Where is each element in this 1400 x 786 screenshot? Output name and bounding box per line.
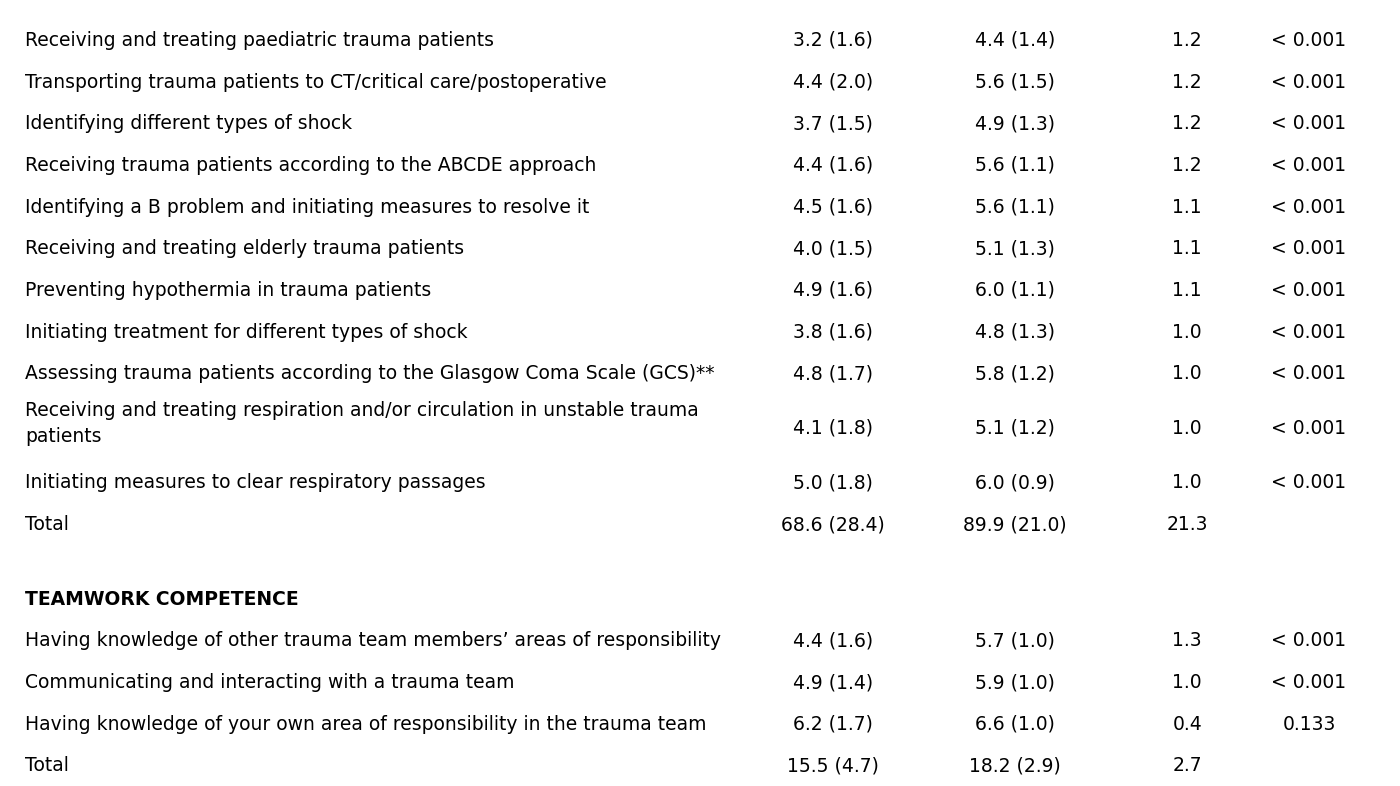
Text: < 0.001: < 0.001 — [1271, 31, 1347, 50]
Text: < 0.001: < 0.001 — [1271, 419, 1347, 438]
Text: 5.9 (1.0): 5.9 (1.0) — [974, 673, 1056, 692]
Text: 1.2: 1.2 — [1172, 72, 1203, 92]
Text: 15.5 (4.7): 15.5 (4.7) — [787, 756, 879, 776]
Text: < 0.001: < 0.001 — [1271, 156, 1347, 175]
Text: 0.4: 0.4 — [1172, 714, 1203, 734]
Text: 68.6 (28.4): 68.6 (28.4) — [781, 515, 885, 534]
Text: 5.6 (1.1): 5.6 (1.1) — [974, 197, 1056, 217]
Text: Communicating and interacting with a trauma team: Communicating and interacting with a tra… — [25, 673, 515, 692]
Text: Total: Total — [25, 756, 69, 776]
Text: Receiving trauma patients according to the ABCDE approach: Receiving trauma patients according to t… — [25, 156, 596, 175]
Text: 5.6 (1.5): 5.6 (1.5) — [974, 72, 1056, 92]
Text: 5.1 (1.3): 5.1 (1.3) — [974, 239, 1056, 259]
Text: Having knowledge of your own area of responsibility in the trauma team: Having knowledge of your own area of res… — [25, 714, 707, 734]
Text: Initiating treatment for different types of shock: Initiating treatment for different types… — [25, 322, 468, 342]
Text: 4.4 (1.6): 4.4 (1.6) — [792, 156, 874, 175]
Text: 21.3: 21.3 — [1166, 515, 1208, 534]
Text: Assessing trauma patients according to the Glasgow Coma Scale (GCS)**: Assessing trauma patients according to t… — [25, 364, 715, 384]
Text: 5.1 (1.2): 5.1 (1.2) — [974, 419, 1056, 438]
Text: 1.0: 1.0 — [1172, 419, 1203, 438]
Text: 6.2 (1.7): 6.2 (1.7) — [792, 714, 874, 734]
Text: Having knowledge of other trauma team members’ areas of responsibility: Having knowledge of other trauma team me… — [25, 631, 721, 651]
Text: 4.4 (2.0): 4.4 (2.0) — [792, 72, 874, 92]
Text: < 0.001: < 0.001 — [1271, 473, 1347, 493]
Text: 4.8 (1.7): 4.8 (1.7) — [792, 364, 874, 384]
Text: 5.0 (1.8): 5.0 (1.8) — [792, 473, 874, 493]
Text: < 0.001: < 0.001 — [1271, 72, 1347, 92]
Text: 3.8 (1.6): 3.8 (1.6) — [792, 322, 874, 342]
Text: 1.1: 1.1 — [1172, 281, 1203, 300]
Text: < 0.001: < 0.001 — [1271, 364, 1347, 384]
Text: Identifying different types of shock: Identifying different types of shock — [25, 114, 353, 134]
Text: < 0.001: < 0.001 — [1271, 673, 1347, 692]
Text: Identifying a B problem and initiating measures to resolve it: Identifying a B problem and initiating m… — [25, 197, 589, 217]
Text: 1.0: 1.0 — [1172, 673, 1203, 692]
Text: 6.0 (1.1): 6.0 (1.1) — [974, 281, 1056, 300]
Text: < 0.001: < 0.001 — [1271, 197, 1347, 217]
Text: 5.7 (1.0): 5.7 (1.0) — [974, 631, 1056, 651]
Text: 4.9 (1.6): 4.9 (1.6) — [792, 281, 874, 300]
Text: 4.4 (1.4): 4.4 (1.4) — [974, 31, 1056, 50]
Text: 4.1 (1.8): 4.1 (1.8) — [792, 419, 874, 438]
Text: Preventing hypothermia in trauma patients: Preventing hypothermia in trauma patient… — [25, 281, 431, 300]
Text: TEAMWORK COMPETENCE: TEAMWORK COMPETENCE — [25, 590, 298, 609]
Text: Receiving and treating paediatric trauma patients: Receiving and treating paediatric trauma… — [25, 31, 494, 50]
Text: 5.8 (1.2): 5.8 (1.2) — [974, 364, 1056, 384]
Text: 18.2 (2.9): 18.2 (2.9) — [969, 756, 1061, 776]
Text: < 0.001: < 0.001 — [1271, 114, 1347, 134]
Text: 1.1: 1.1 — [1172, 197, 1203, 217]
Text: 1.3: 1.3 — [1172, 631, 1203, 651]
Text: 3.7 (1.5): 3.7 (1.5) — [792, 114, 874, 134]
Text: 3.2 (1.6): 3.2 (1.6) — [792, 31, 874, 50]
Text: Initiating measures to clear respiratory passages: Initiating measures to clear respiratory… — [25, 473, 486, 493]
Text: 1.0: 1.0 — [1172, 364, 1203, 384]
Text: < 0.001: < 0.001 — [1271, 631, 1347, 651]
Text: patients: patients — [25, 427, 102, 446]
Text: < 0.001: < 0.001 — [1271, 281, 1347, 300]
Text: 2.7: 2.7 — [1172, 756, 1203, 776]
Text: 4.9 (1.4): 4.9 (1.4) — [792, 673, 874, 692]
Text: 1.0: 1.0 — [1172, 322, 1203, 342]
Text: 1.1: 1.1 — [1172, 239, 1203, 259]
Text: 4.4 (1.6): 4.4 (1.6) — [792, 631, 874, 651]
Text: 4.8 (1.3): 4.8 (1.3) — [974, 322, 1056, 342]
Text: < 0.001: < 0.001 — [1271, 322, 1347, 342]
Text: 1.2: 1.2 — [1172, 114, 1203, 134]
Text: 1.0: 1.0 — [1172, 473, 1203, 493]
Text: 6.0 (0.9): 6.0 (0.9) — [974, 473, 1056, 493]
Text: 0.133: 0.133 — [1282, 714, 1336, 734]
Text: 1.2: 1.2 — [1172, 156, 1203, 175]
Text: 1.2: 1.2 — [1172, 31, 1203, 50]
Text: 4.0 (1.5): 4.0 (1.5) — [792, 239, 874, 259]
Text: Receiving and treating respiration and/or circulation in unstable trauma: Receiving and treating respiration and/o… — [25, 401, 699, 420]
Text: 4.5 (1.6): 4.5 (1.6) — [792, 197, 874, 217]
Text: Receiving and treating elderly trauma patients: Receiving and treating elderly trauma pa… — [25, 239, 465, 259]
Text: < 0.001: < 0.001 — [1271, 239, 1347, 259]
Text: Total: Total — [25, 515, 69, 534]
Text: 6.6 (1.0): 6.6 (1.0) — [974, 714, 1056, 734]
Text: Transporting trauma patients to CT/critical care/postoperative: Transporting trauma patients to CT/criti… — [25, 72, 606, 92]
Text: 5.6 (1.1): 5.6 (1.1) — [974, 156, 1056, 175]
Text: 4.9 (1.3): 4.9 (1.3) — [974, 114, 1056, 134]
Text: 89.9 (21.0): 89.9 (21.0) — [963, 515, 1067, 534]
